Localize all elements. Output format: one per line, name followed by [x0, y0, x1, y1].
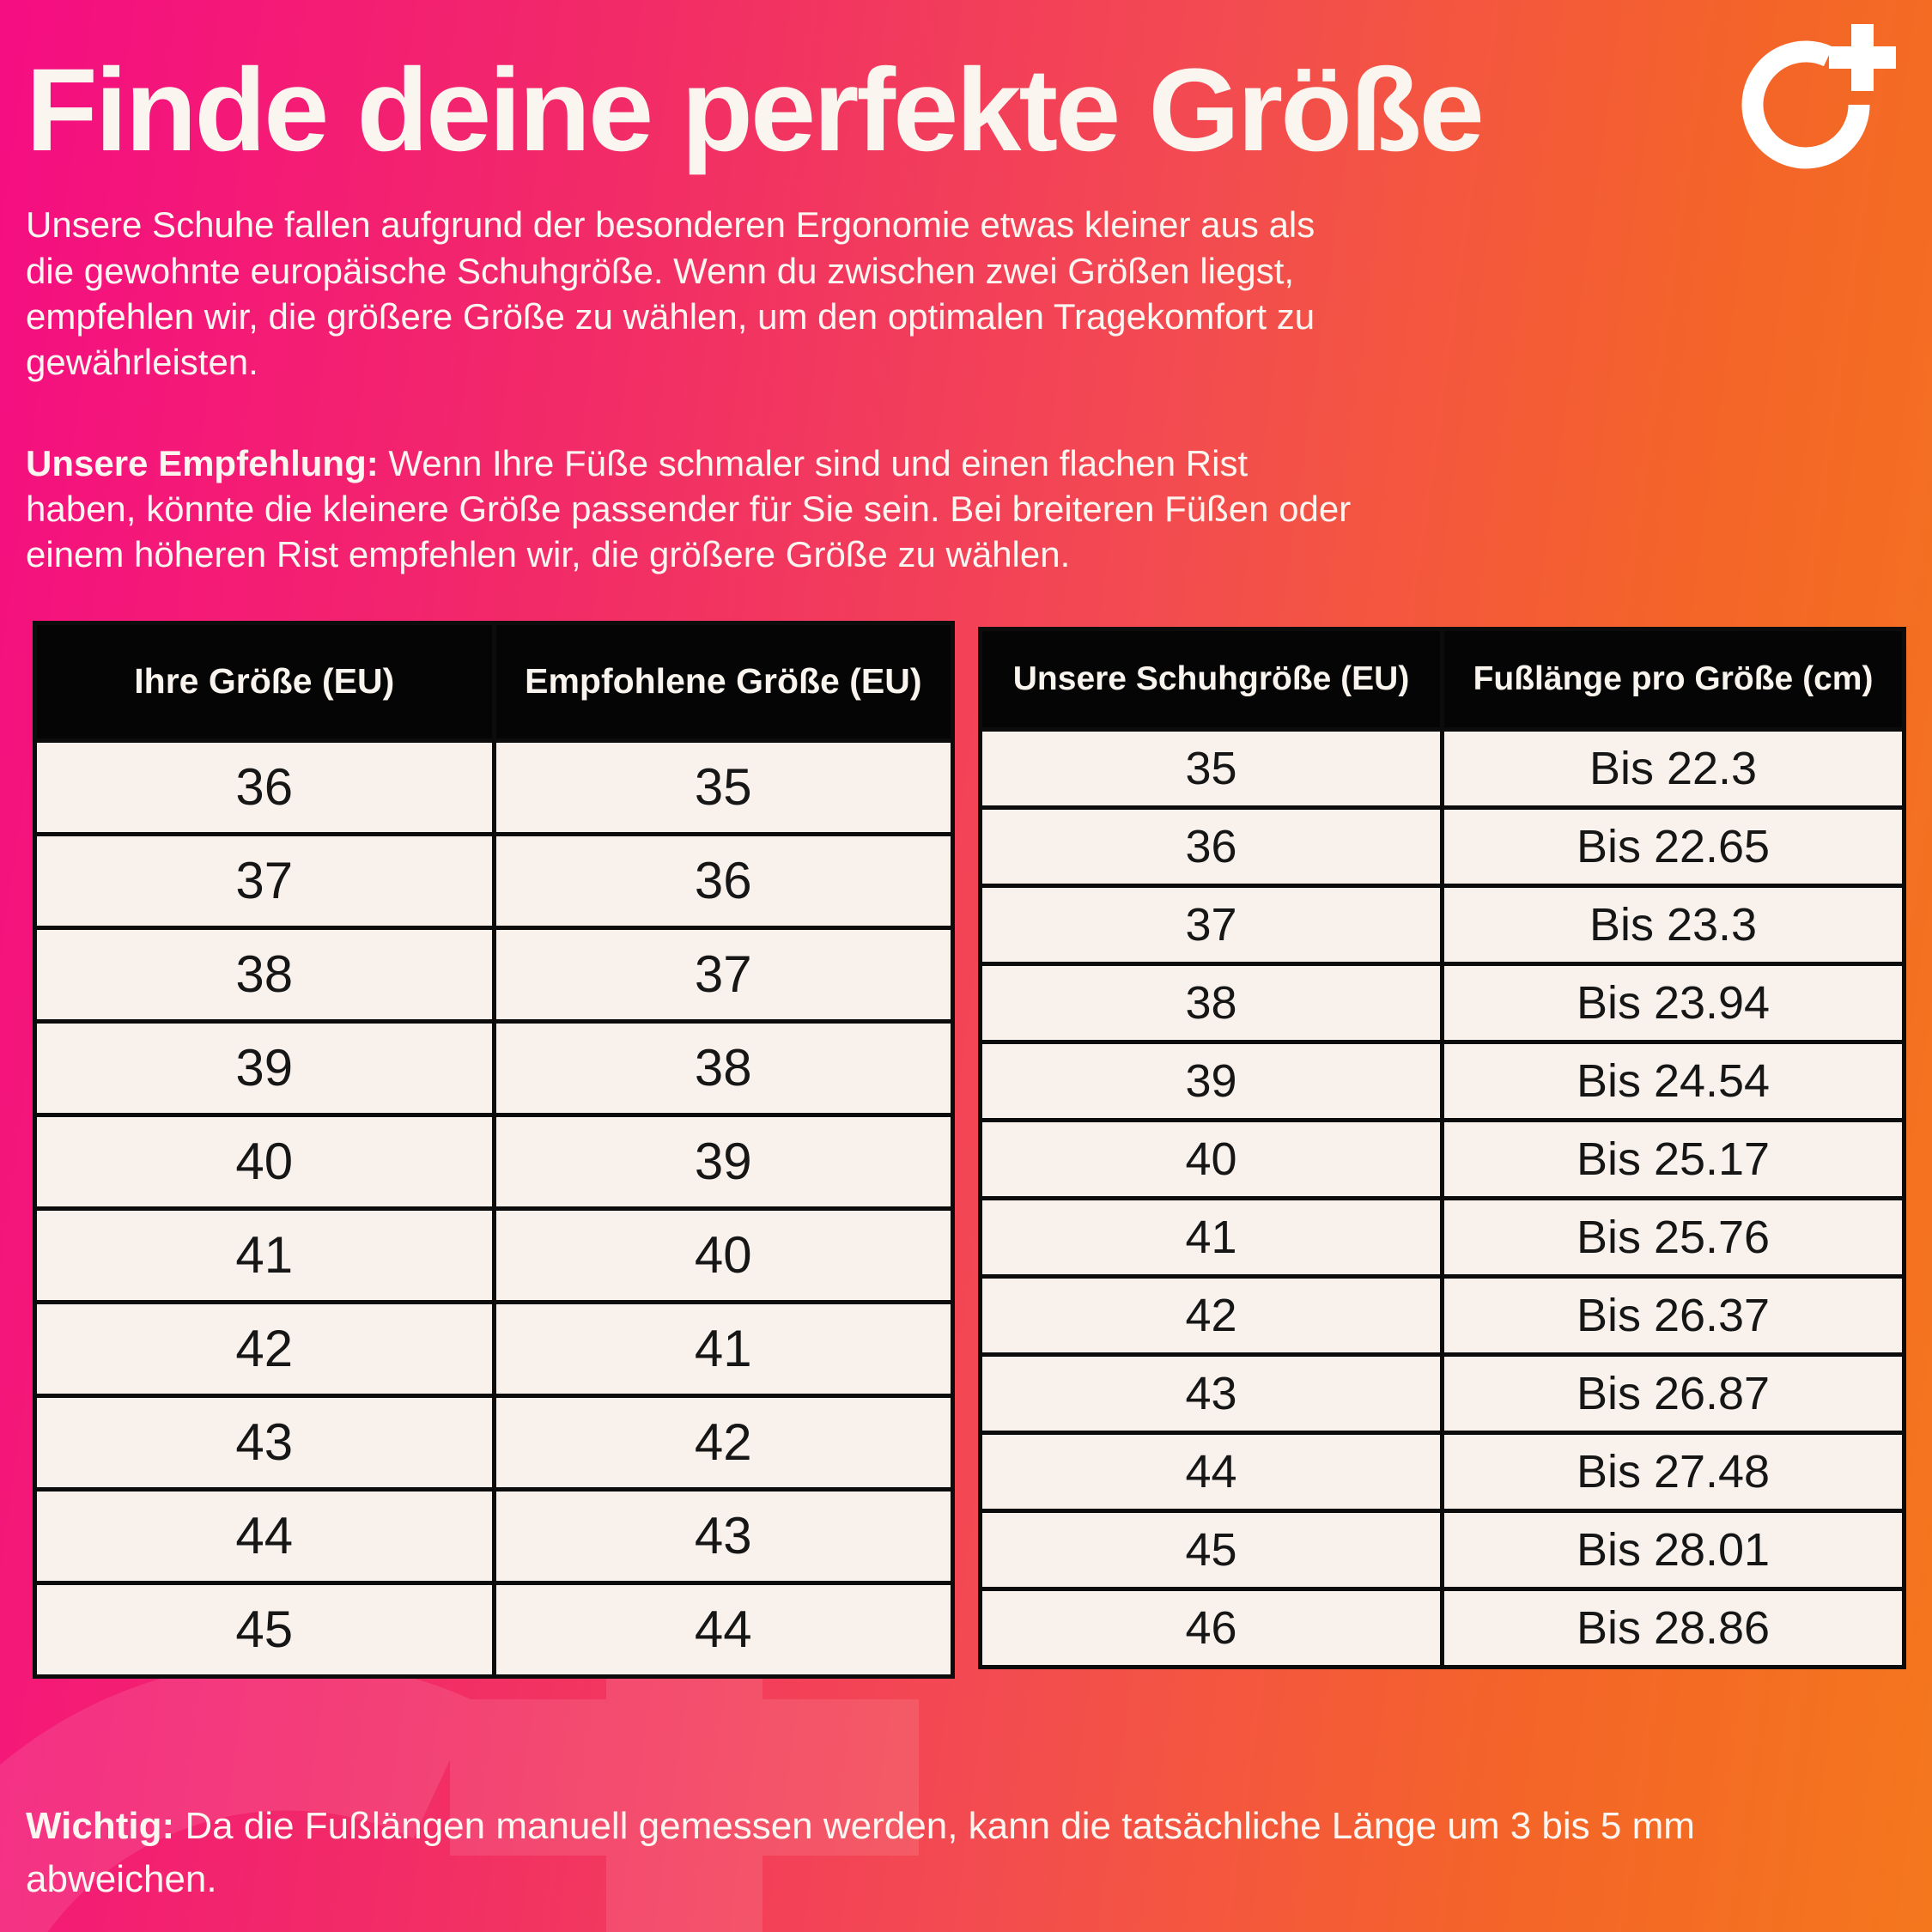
table-cell: 43 [978, 1352, 1445, 1435]
table-cell: Bis 22.65 [1440, 805, 1906, 888]
table-row: 35 Bis 22.3 [978, 726, 1906, 810]
col-header-recommended-size: Empfohlene Größe (EU) [491, 620, 956, 743]
table-cell: 40 [491, 1206, 956, 1304]
table-cell: 35 [978, 726, 1445, 810]
table-cell: 45 [33, 1580, 496, 1679]
table-row: 40 39 [33, 1112, 956, 1211]
table-row: 44 Bis 27.48 [978, 1430, 1906, 1513]
recommendation-label: Unsere Empfehlung: [26, 442, 379, 483]
table-cell: 44 [978, 1430, 1445, 1513]
table-cell: 36 [33, 738, 496, 836]
table-header-row: Ihre Größe (EU) Empfohlene Größe (EU) [33, 620, 956, 743]
col-header-your-size: Ihre Größe (EU) [33, 620, 496, 743]
table-row: 38 37 [33, 925, 956, 1024]
table-cell: 43 [491, 1486, 956, 1585]
table-cell: 38 [978, 961, 1445, 1044]
table-cell: Bis 23.94 [1440, 961, 1906, 1044]
table-row: 40 Bis 25.17 [978, 1117, 1906, 1200]
table-row: 36 Bis 22.65 [978, 805, 1906, 888]
table-cell: Bis 23.3 [1440, 883, 1906, 966]
table-header-row: Unsere Schuhgröße (EU) Fußlänge pro Größ… [978, 626, 1906, 732]
table-cell: 36 [978, 805, 1445, 888]
table-cell: 40 [33, 1112, 496, 1211]
table-cell: 44 [33, 1486, 496, 1585]
table-cell: 39 [491, 1112, 956, 1211]
table-cell: Bis 25.76 [1440, 1195, 1906, 1279]
note-body: Da die Fußlängen manuell gemessen werden… [26, 1805, 1695, 1900]
table-row: 43 Bis 26.87 [978, 1352, 1906, 1435]
table-row: 38 Bis 23.94 [978, 961, 1906, 1044]
table-cell: 43 [33, 1393, 496, 1492]
table-cell: 37 [491, 925, 956, 1024]
table-row: 45 Bis 28.01 [978, 1508, 1906, 1591]
table-cell: 35 [491, 738, 956, 836]
table-cell: 36 [491, 831, 956, 930]
table-cell: 45 [978, 1508, 1445, 1591]
table-cell: 37 [33, 831, 496, 930]
table-cell: 42 [491, 1393, 956, 1492]
table-row: 37 36 [33, 831, 956, 930]
table-row: 39 38 [33, 1018, 956, 1117]
note-text: Wichtig: Da die Fußlängen manuell gemess… [26, 1800, 1880, 1905]
recommendation-body: Wenn Ihre Füße schmaler sind und einen f… [26, 442, 1352, 575]
col-header-shoe-size: Unsere Schuhgröße (EU) [978, 626, 1445, 732]
intro-text: Unsere Schuhe fallen aufgrund der besond… [26, 204, 1315, 383]
recommendation-text: Unsere Empfehlung: Wenn Ihre Füße schmal… [26, 440, 1365, 578]
table-cell: 46 [978, 1586, 1445, 1669]
table-row: 45 44 [33, 1580, 956, 1679]
table-row: 44 43 [33, 1486, 956, 1585]
table-row: 41 Bis 25.76 [978, 1195, 1906, 1279]
table-row: 42 41 [33, 1299, 956, 1398]
table-row: 37 Bis 23.3 [978, 883, 1906, 966]
size-conversion-table: Ihre Größe (EU) Empfohlene Größe (EU) 36… [33, 620, 956, 1679]
table-cell: 37 [978, 883, 1445, 966]
table-cell: Bis 22.3 [1440, 726, 1906, 810]
table-cell: 42 [33, 1299, 496, 1398]
table-cell: 42 [978, 1273, 1445, 1357]
table-row: 39 Bis 24.54 [978, 1039, 1906, 1122]
table-cell: 38 [33, 925, 496, 1024]
page-title: Finde deine perfekte Größe [26, 45, 1485, 176]
table-cell: Bis 28.01 [1440, 1508, 1906, 1591]
table-cell: Bis 27.48 [1440, 1430, 1906, 1513]
table-cell: Bis 26.87 [1440, 1352, 1906, 1435]
table-cell: 38 [491, 1018, 956, 1117]
table-row: 43 42 [33, 1393, 956, 1492]
table-row: 36 35 [33, 738, 956, 836]
o-plus-logo-icon [1741, 24, 1896, 169]
table-cell: Bis 28.86 [1440, 1586, 1906, 1669]
col-header-foot-length: Fußlänge pro Größe (cm) [1440, 626, 1906, 732]
table-row: 42 Bis 26.37 [978, 1273, 1906, 1357]
note-label: Wichtig: [26, 1805, 175, 1847]
table-cell: 41 [978, 1195, 1445, 1279]
table-cell: Bis 26.37 [1440, 1273, 1906, 1357]
table-cell: 40 [978, 1117, 1445, 1200]
table-cell: 39 [33, 1018, 496, 1117]
foot-length-table: Unsere Schuhgröße (EU) Fußlänge pro Größ… [978, 626, 1906, 1669]
size-tables: Ihre Größe (EU) Empfohlene Größe (EU) 36… [33, 620, 1906, 1679]
table-cell: Bis 24.54 [1440, 1039, 1906, 1122]
table-cell: Bis 25.17 [1440, 1117, 1906, 1200]
table-cell: 41 [33, 1206, 496, 1304]
table-cell: 41 [491, 1299, 956, 1398]
table-row: 46 Bis 28.86 [978, 1586, 1906, 1669]
table-cell: 44 [491, 1580, 956, 1679]
table-row: 41 40 [33, 1206, 956, 1304]
table-cell: 39 [978, 1039, 1445, 1122]
